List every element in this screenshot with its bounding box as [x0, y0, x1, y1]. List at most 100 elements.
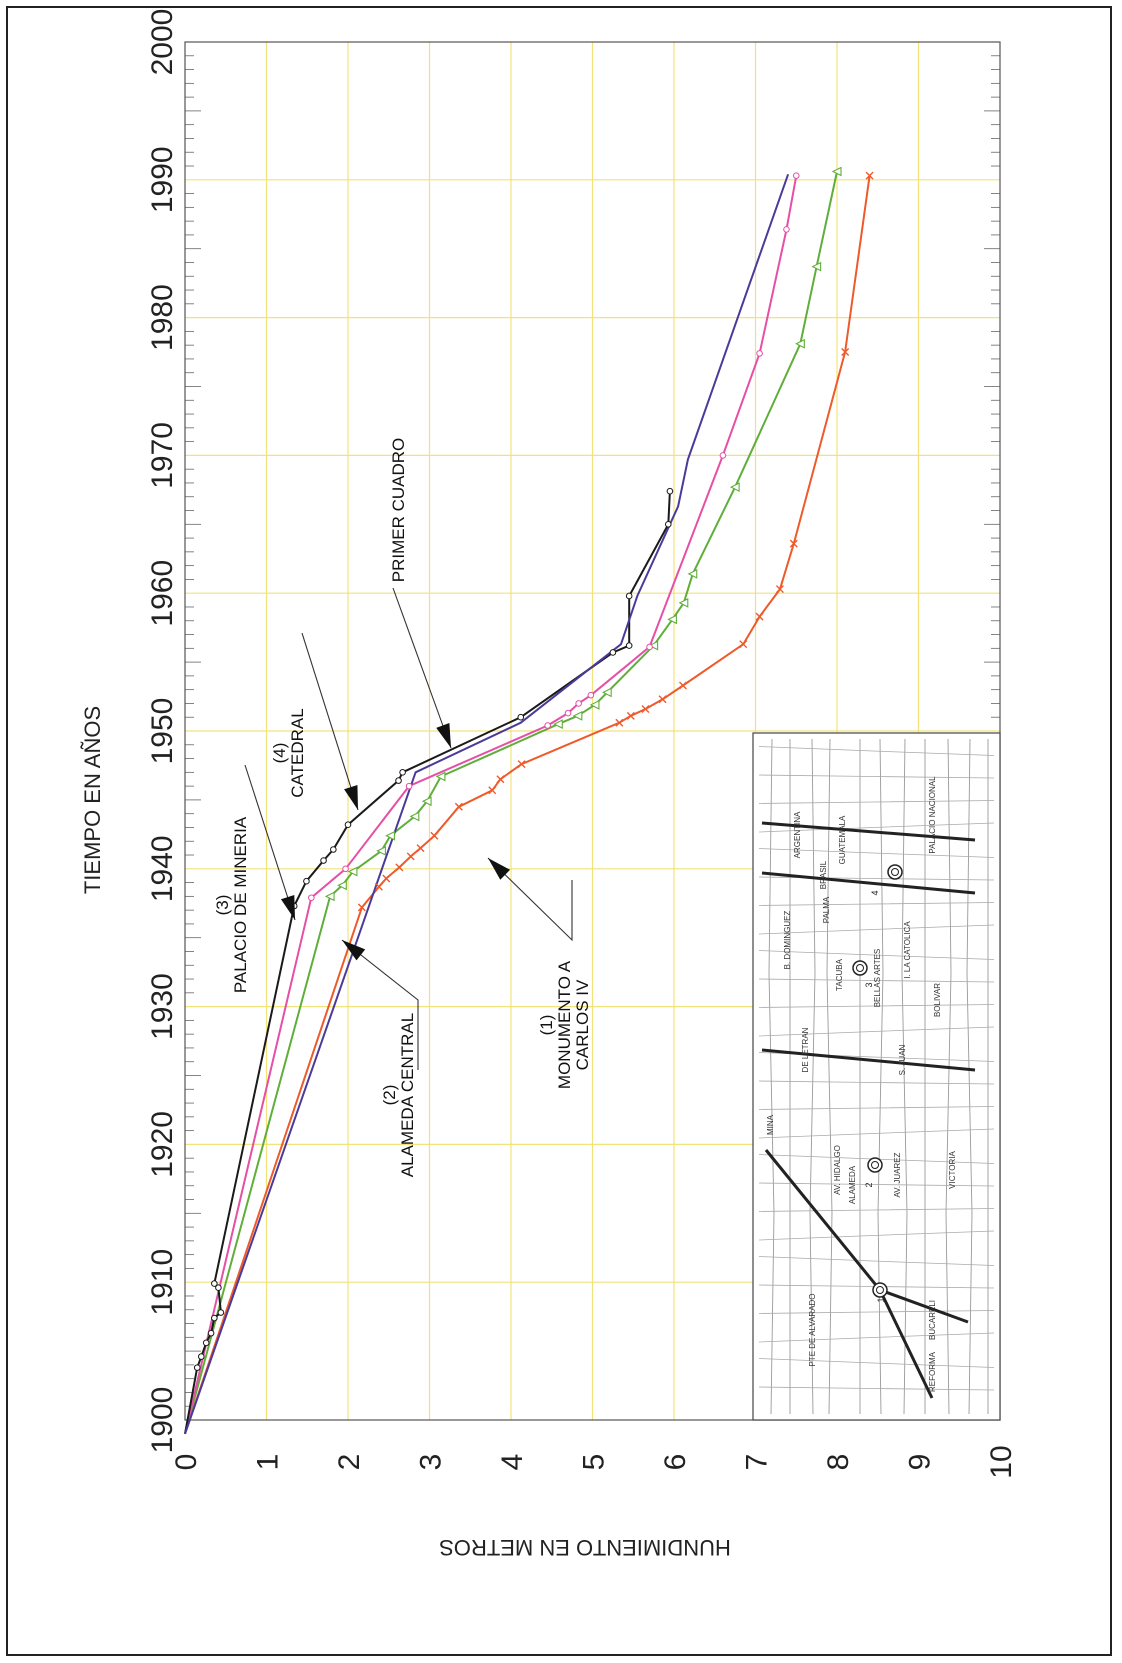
map-street-label: AV. HIDALGO — [833, 1145, 842, 1195]
data-point — [430, 831, 439, 840]
map-street — [758, 1256, 995, 1266]
data-point — [357, 903, 366, 912]
map-street-label: S. JUAN — [898, 1044, 907, 1075]
map-street — [758, 1080, 995, 1085]
data-point — [344, 821, 352, 829]
data-point — [729, 482, 740, 492]
data-point — [342, 865, 349, 873]
data-point — [841, 348, 850, 357]
map-street — [758, 848, 995, 858]
y-tick-label: 7 — [741, 1454, 774, 1471]
data-point — [416, 844, 425, 853]
data-point — [789, 539, 798, 548]
data-point — [615, 718, 624, 727]
map-avenue — [761, 871, 976, 895]
map-site-circle — [852, 960, 868, 976]
data-point — [198, 1353, 205, 1360]
map-street-label: VICTORIA — [948, 1151, 957, 1189]
map-street-label: DE LETRAN — [801, 1027, 810, 1072]
data-point — [202, 1339, 210, 1347]
annotation-arrows — [244, 587, 573, 1070]
map-street — [758, 1358, 995, 1368]
x-tick-label: 2000 — [146, 9, 179, 76]
annotation-arrowhead — [344, 785, 358, 810]
annotation-arrowhead — [436, 723, 451, 748]
inset-map-frame — [752, 732, 1001, 1421]
data-point — [211, 1314, 218, 1322]
data-point — [399, 769, 406, 776]
data-point — [544, 722, 551, 729]
series-line — [184, 175, 798, 1435]
map-avenue — [761, 1048, 976, 1072]
annotation-label: MONUMENTO A — [555, 960, 574, 1089]
data-point — [572, 710, 583, 721]
map-street-label: PALACIO NACIONAL — [928, 776, 937, 854]
data-point — [395, 777, 402, 784]
annotation-leader — [487, 857, 573, 942]
map-site-circle — [867, 1157, 883, 1173]
data-point — [324, 891, 335, 902]
data-point — [405, 782, 413, 790]
map-street-label: PTE DE ALVARADO — [808, 1293, 817, 1366]
data-point — [575, 700, 582, 707]
map-street — [758, 746, 995, 756]
data-point — [553, 719, 563, 729]
data-point — [667, 614, 677, 625]
annotation-label: (4) — [270, 743, 289, 764]
data-point — [217, 1309, 225, 1316]
data-point — [795, 338, 805, 349]
data-point — [517, 713, 525, 721]
annotation-label: PALACIO DE MINERIA — [231, 816, 250, 993]
map-site-number: 2 — [864, 1182, 874, 1187]
data-point — [783, 226, 790, 233]
annotation-label: PRIMER CUADRO — [389, 438, 408, 583]
plot-border — [184, 41, 1001, 1421]
data-point — [211, 1280, 218, 1287]
data-point — [395, 863, 404, 872]
map-site-circle — [872, 1282, 888, 1298]
data-point — [601, 687, 612, 698]
map-street — [758, 800, 995, 804]
data-point — [330, 846, 337, 853]
map-street-label: REFORMA — [928, 1351, 937, 1392]
figure-frame — [6, 6, 1112, 1656]
map-street-label: BRASIL — [819, 860, 828, 889]
map-street — [758, 924, 995, 935]
y-tick-label: 9 — [904, 1454, 937, 1471]
x-tick-label: 1950 — [146, 698, 179, 765]
data-point — [193, 1364, 201, 1371]
map-street — [758, 1004, 995, 1008]
y-tick-label: 10 — [985, 1445, 1018, 1478]
data-point — [755, 612, 764, 621]
map-street-label: ALAMEDA — [848, 1165, 857, 1204]
data-point — [207, 1329, 215, 1337]
map-street — [809, 738, 816, 1415]
y-tick-label: 8 — [822, 1454, 855, 1471]
map-street — [758, 950, 995, 960]
data-point — [641, 704, 650, 713]
map-site-number: 4 — [870, 890, 880, 895]
data-point — [303, 877, 310, 885]
markers-group — [193, 166, 874, 1371]
map-street-label: BUCARELI — [928, 1300, 937, 1340]
annotation-label: (1) — [537, 1015, 556, 1036]
map-street — [966, 738, 973, 1415]
data-point — [517, 760, 526, 769]
map-street — [758, 1284, 995, 1289]
map-street-label: GUATEMALA — [838, 815, 847, 864]
data-point — [811, 261, 822, 272]
map-street — [758, 978, 995, 983]
map-street — [758, 1026, 995, 1037]
data-point — [609, 649, 617, 656]
x-tick-label: 1910 — [146, 1249, 179, 1316]
x-tick-label: 1970 — [146, 422, 179, 489]
inset-map: 1 2 3 4 MINA AV. HIDALGO ALAMEDA AV. JUAREZ VICT… — [752, 732, 1001, 1421]
map-street-label: BELLAS ARTES — [873, 949, 882, 1008]
data-point — [421, 796, 432, 807]
data-point — [792, 172, 800, 179]
map-street — [758, 1230, 995, 1241]
data-point — [648, 640, 659, 651]
data-point — [626, 711, 635, 720]
x-tick-label: 1940 — [146, 835, 179, 902]
annotation-label: (3) — [213, 895, 232, 916]
